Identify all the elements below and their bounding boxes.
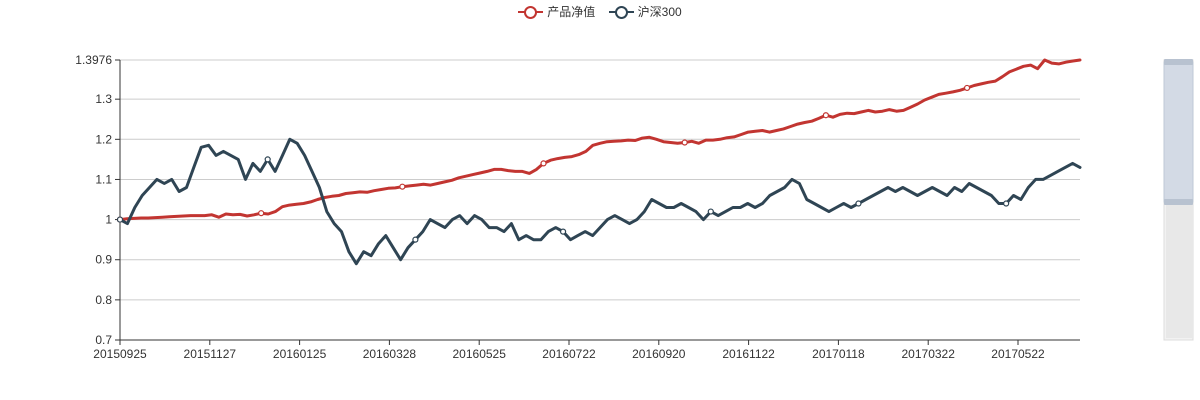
legend-item-series-1[interactable]: 沪深300: [608, 3, 682, 20]
x-tick-label: 20160920: [632, 347, 686, 361]
series-point-1: [264, 156, 271, 163]
grid-lines: [120, 59, 1080, 301]
x-tick-label: 20160328: [363, 347, 417, 361]
x-tick-label: 20160722: [542, 347, 596, 361]
y-tick-label: 0.8: [95, 293, 112, 307]
x-tick-label: 20151127: [184, 347, 237, 361]
series-point-0: [399, 183, 406, 190]
series-point-1: [707, 208, 714, 215]
y-tick-label: 0.9: [95, 253, 112, 267]
series-lines: [116, 58, 1082, 266]
x-tick-label: 20170322: [902, 347, 956, 361]
y-tick-label: 0.7: [95, 333, 112, 347]
series-point-0: [258, 210, 265, 217]
y-tick-label: 1.3: [95, 92, 112, 106]
series-line-1: [118, 137, 1082, 266]
series-point-1: [559, 228, 567, 235]
x-tick-label: 20170522: [991, 347, 1045, 361]
chart-legend: 产品净值 沪深300: [0, 3, 1200, 22]
legend-label: 产品净值: [547, 5, 596, 19]
y-tick-label: 1.3976: [75, 53, 112, 67]
series-point-0: [963, 84, 971, 92]
series-point-0: [822, 112, 829, 119]
y-tick-label: 1.1: [95, 172, 112, 186]
series-point-0: [681, 139, 688, 146]
x-tick-label: 20160525: [453, 347, 507, 361]
zoom-handle-bottom[interactable]: [1164, 199, 1193, 205]
y-tick-label: 1: [105, 213, 112, 227]
circle-line-icon: [518, 5, 544, 19]
circle-line-icon: [608, 5, 634, 19]
series-point-1: [116, 216, 124, 223]
series-point-1: [1003, 200, 1010, 207]
legend-label: 沪深300: [637, 5, 682, 19]
x-tick-label: 20170118: [812, 347, 865, 361]
series-point-1: [412, 236, 419, 243]
x-tick-label: 20161122: [722, 347, 775, 361]
x-tick-label: 20150925: [93, 347, 147, 361]
series-point-1: [855, 200, 862, 207]
y-tick-label: 1.2: [95, 132, 112, 146]
zoom-selected-range[interactable]: [1163, 61, 1194, 203]
series-point-0: [540, 160, 547, 167]
axes: 0.7 0.8 0.9 1 1.1 1.2 1.3 1.3976 20150925 2015112…: [75, 53, 1080, 361]
legend-item-series-0[interactable]: 产品净值: [518, 3, 595, 20]
x-tick-label: 20160125: [273, 347, 327, 361]
zoom-handle-top[interactable]: [1164, 59, 1193, 65]
data-zoom-slider[interactable]: [1163, 59, 1194, 341]
series-line-0: [118, 58, 1082, 222]
